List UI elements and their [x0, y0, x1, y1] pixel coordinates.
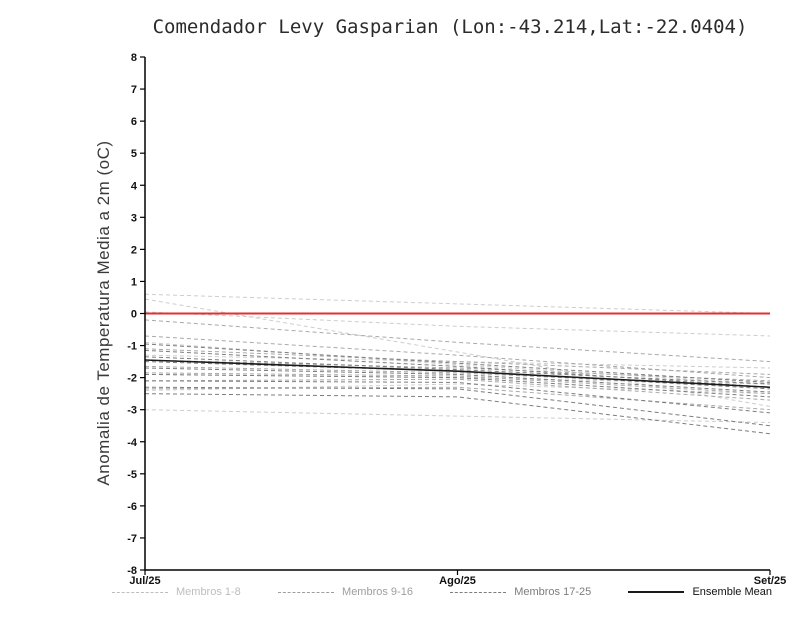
svg-text:-1: -1	[127, 341, 137, 353]
legend-swatch-dashed-medium	[278, 591, 335, 593]
svg-text:5: 5	[131, 148, 137, 160]
svg-text:-8: -8	[127, 565, 137, 577]
svg-text:-7: -7	[127, 533, 137, 545]
svg-text:6: 6	[131, 116, 137, 128]
legend-label: Ensemble Mean	[692, 586, 772, 598]
svg-text:Set/25: Set/25	[754, 575, 786, 587]
chart-title: Comendador Levy Gasparian (Lon:-43.214,L…	[152, 16, 748, 38]
legend-item-membros-1-8: Membros 1-8	[112, 586, 241, 598]
svg-text:-4: -4	[127, 437, 138, 449]
legend-label: Membros 1-8	[176, 586, 241, 598]
svg-text:-2: -2	[127, 373, 137, 385]
legend-item-membros-9-16: Membros 9-16	[278, 586, 413, 598]
svg-text:-6: -6	[127, 501, 137, 513]
legend-swatch-dashed-light	[112, 591, 168, 593]
legend-label: Membros 9-16	[342, 586, 413, 598]
legend-swatch-dashed-dark	[450, 591, 507, 593]
svg-text:Ago/25: Ago/25	[439, 575, 476, 587]
svg-text:1: 1	[131, 276, 137, 288]
legend-item-membros-17-25: Membros 17-25	[450, 586, 591, 598]
legend-swatch-solid-black	[628, 591, 685, 593]
svg-text:2: 2	[131, 244, 137, 256]
svg-text:7: 7	[131, 84, 137, 96]
svg-text:8: 8	[131, 52, 137, 64]
svg-text:4: 4	[131, 180, 138, 192]
chart-legend: Membros 1-8 Membros 9-16 Membros 17-25 E…	[112, 586, 772, 598]
svg-text:3: 3	[131, 212, 137, 224]
svg-text:-3: -3	[127, 405, 137, 417]
svg-text:-5: -5	[127, 469, 137, 481]
legend-label: Membros 17-25	[514, 586, 592, 598]
svg-text:0: 0	[131, 309, 137, 321]
legend-item-ensemble-mean: Ensemble Mean	[628, 586, 772, 598]
svg-text:Jul/25: Jul/25	[129, 575, 160, 587]
